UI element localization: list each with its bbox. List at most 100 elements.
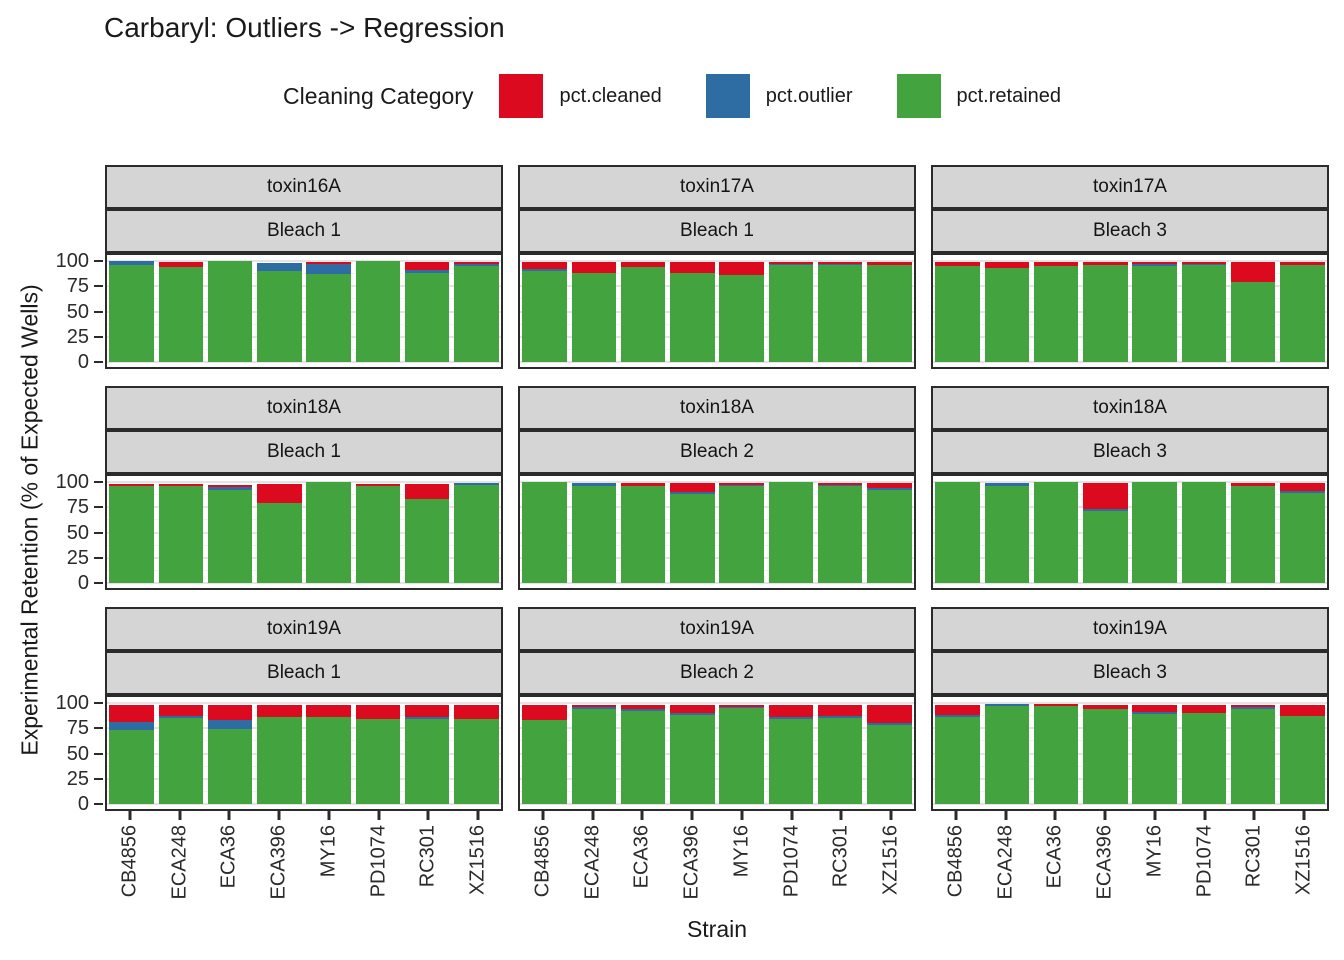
bar-segment-outlier [1083, 509, 1128, 512]
gridline-major [520, 752, 914, 755]
bar-segment-retained [670, 493, 715, 583]
facet-panel-toxin17A-bleach-1: toxin17A Bleach 1 [518, 165, 916, 369]
stacked-bar-ECA396 [1083, 262, 1128, 362]
stacked-bar-PD1074 [355, 705, 401, 804]
gridline-minor [933, 715, 1327, 717]
bar-slot-MY16 [717, 255, 766, 367]
gridline-major [520, 335, 914, 338]
stacked-bar-ECA36 [620, 705, 666, 804]
x-axis-3: CB4856 ECA248 ECA36 ECA396 MY16 PD1074 RC301 XZ… [931, 811, 1329, 919]
x-tick-label-ECA396: ECA396 [681, 825, 704, 905]
stacked-bar-ECA36 [620, 483, 666, 583]
plot-area [931, 474, 1329, 590]
stacked-bar-ECA396 [257, 705, 302, 804]
gridline-minor [107, 323, 501, 325]
bar-segment-cleaned [1181, 262, 1227, 264]
plot-area [518, 474, 916, 590]
bar-slot-PD1074 [1179, 255, 1228, 367]
bar-segment-cleaned [1280, 705, 1325, 717]
stacked-bar-ECA36 [207, 485, 253, 583]
gridline-minor [107, 494, 501, 496]
bar-segment-retained [207, 490, 253, 583]
plot-area [518, 695, 916, 811]
gridline-major [933, 361, 1327, 363]
facet-strip-bleach-label: Bleach 1 [680, 220, 754, 241]
bar-segment-cleaned [1132, 262, 1177, 265]
bar-segment-retained [158, 486, 204, 583]
gridline-major [520, 260, 914, 262]
bar-segment-cleaned [1230, 262, 1276, 283]
bar-segment-cleaned [158, 484, 204, 487]
bars-container [107, 697, 501, 809]
bar-segment-retained [984, 485, 1030, 583]
bar-slot-CB4856 [107, 697, 156, 809]
y-tick-label-25: 25 [66, 546, 89, 569]
gridline-minor [107, 348, 501, 350]
gridline-minor [520, 544, 914, 546]
bar-slot-ECA36 [619, 476, 668, 588]
x-tick-label-ECA36: ECA36 [631, 825, 654, 893]
gridline-major [107, 335, 501, 338]
bar-segment-retained [571, 486, 617, 583]
gridline-major [107, 260, 501, 262]
x-tick-label-PD1074: PD1074 [367, 825, 390, 902]
y-tick-mark-100 [94, 702, 103, 704]
bar-segment-retained [620, 711, 666, 804]
bar-segment-outlier [522, 269, 567, 272]
gridline-major [520, 582, 914, 584]
bar-segment-cleaned [768, 705, 814, 718]
x-tick-label-text-ECA248: ECA248 [994, 825, 1017, 900]
bar-segment-cleaned [1230, 705, 1276, 708]
x-tick-label-text-RC301: RC301 [1242, 825, 1265, 888]
y-tick-label-75: 75 [66, 496, 89, 519]
bar-segment-cleaned [109, 484, 154, 487]
x-tick-label-text-ECA396: ECA396 [267, 825, 290, 900]
bar-segment-retained [257, 717, 302, 804]
bar-segment-retained [522, 720, 567, 804]
x-tick-label-text-ECA36: ECA36 [217, 825, 240, 889]
stacked-bar-CB4856 [522, 482, 567, 583]
stacked-bar-RC301 [817, 483, 863, 583]
x-tick-label-text-XZ1516: XZ1516 [466, 825, 489, 896]
bar-slot-RC301 [1229, 476, 1278, 588]
bar-segment-retained [1132, 265, 1177, 362]
x-tick-mark-ECA396 [1103, 811, 1107, 820]
x-tick-mark-XZ1516 [889, 811, 893, 820]
bar-slot-CB4856 [520, 255, 569, 367]
facet-strip-toxin: toxin17A [518, 165, 916, 209]
bar-slot-ECA396 [255, 255, 304, 367]
bar-slot-XZ1516 [452, 476, 501, 588]
x-tick-mark-CB4856 [541, 811, 545, 820]
bar-segment-retained [522, 482, 567, 583]
gridline-major [520, 506, 914, 509]
bar-slot-RC301 [403, 476, 452, 588]
bar-slot-MY16 [1130, 476, 1179, 588]
facet-strip-toxin-label: toxin16A [267, 176, 341, 197]
x-tick-label-text-RC301: RC301 [416, 825, 439, 888]
bar-segment-cleaned [670, 262, 715, 274]
bar-segment-cleaned [817, 483, 863, 485]
facet-row-3: 0 25 50 75 100 toxin19A Bleach 1 CB4856 ECA248 EC… [56, 607, 1329, 919]
bar-segment-retained [522, 271, 567, 362]
x-tick-label-text-PD1074: PD1074 [367, 825, 390, 898]
x-tick-label-PD1074: PD1074 [780, 825, 803, 902]
bar-segment-retained [867, 489, 912, 583]
gridline-minor [933, 765, 1327, 767]
y-tick-mark-25 [94, 335, 103, 338]
x-tick-label-ECA248: ECA248 [581, 825, 604, 905]
facet-panel-toxin18A-bleach-1: toxin18A Bleach 1 [105, 386, 503, 590]
bar-segment-retained [1033, 482, 1079, 583]
facet-strip-toxin-label: toxin19A [1093, 618, 1167, 639]
stacked-bar-MY16 [719, 705, 764, 804]
bar-slot-ECA396 [668, 697, 717, 809]
bars-container [933, 697, 1327, 809]
bar-slot-ECA396 [1081, 697, 1130, 809]
bar-slot-ECA248 [982, 697, 1031, 809]
bar-segment-retained [867, 265, 912, 362]
stacked-bar-XZ1516 [867, 705, 912, 804]
gridline-minor [107, 519, 501, 521]
stacked-bar-ECA248 [158, 484, 204, 583]
facet-strip-toxin-label: toxin19A [680, 618, 754, 639]
gridline-minor [520, 348, 914, 350]
x-tick-label-text-MY16: MY16 [1143, 825, 1166, 878]
